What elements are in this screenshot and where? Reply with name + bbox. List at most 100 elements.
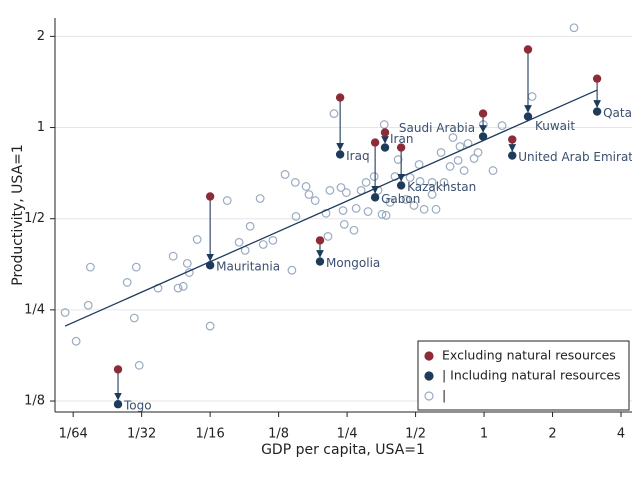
point xyxy=(508,135,517,144)
y-tick-label: 1/8 xyxy=(24,394,45,409)
point xyxy=(113,400,123,409)
legend-label: | xyxy=(442,388,446,403)
y-axis-label: Productivity, USA=1 xyxy=(10,144,26,286)
x-tick-label: 1/2 xyxy=(405,427,426,442)
point xyxy=(310,196,320,205)
point xyxy=(393,155,403,164)
point xyxy=(323,232,333,241)
point xyxy=(592,74,602,83)
point xyxy=(321,208,331,218)
point xyxy=(205,261,215,270)
x-tick-label: 2 xyxy=(548,427,556,442)
y-tick-label: 1 xyxy=(37,120,45,135)
point-label: Kazakhstan xyxy=(407,180,476,194)
point xyxy=(436,148,446,157)
x-tick-label: 1 xyxy=(480,427,488,442)
x-tick-label: 1/16 xyxy=(196,427,225,442)
point xyxy=(173,283,183,293)
x-tick-label: 1/4 xyxy=(337,427,358,442)
point xyxy=(363,207,373,216)
point xyxy=(380,128,390,137)
point-label: Togo xyxy=(123,399,152,413)
point xyxy=(415,176,425,186)
point xyxy=(592,107,602,116)
point xyxy=(287,265,297,275)
point xyxy=(335,150,345,159)
legend-label: | Including natural resources xyxy=(442,368,621,383)
legend-marker xyxy=(424,351,434,361)
point xyxy=(351,203,361,213)
point xyxy=(396,181,406,190)
point xyxy=(60,308,70,317)
point-label: United Arab Emirates xyxy=(518,150,640,164)
point xyxy=(431,204,441,214)
legend-box xyxy=(417,340,630,411)
point xyxy=(301,182,311,191)
x-axis-label: GDP per capita, USA=1 xyxy=(261,442,425,458)
point xyxy=(469,154,479,163)
legend-label: Excluding natural resources xyxy=(442,348,616,363)
point-label: Qatar xyxy=(603,106,637,120)
point xyxy=(369,172,379,181)
point xyxy=(222,196,232,205)
point-label: Iraq xyxy=(346,149,369,163)
point xyxy=(396,143,406,152)
point xyxy=(379,120,389,129)
point xyxy=(569,23,579,33)
point xyxy=(349,225,359,235)
point xyxy=(192,235,202,244)
point xyxy=(178,281,188,291)
point xyxy=(85,262,95,272)
point xyxy=(258,240,268,249)
fit-line xyxy=(64,89,598,327)
point xyxy=(134,360,144,370)
point xyxy=(341,188,351,197)
point xyxy=(268,235,278,245)
point-label: Mongolia xyxy=(326,256,380,270)
point-label: Gabon xyxy=(381,192,420,206)
point xyxy=(370,193,380,202)
point xyxy=(497,121,507,130)
point xyxy=(414,160,424,169)
point xyxy=(245,221,255,231)
point xyxy=(71,336,81,346)
point xyxy=(255,194,265,203)
point xyxy=(527,92,537,101)
point xyxy=(131,262,141,272)
point xyxy=(290,177,300,187)
point xyxy=(122,278,132,287)
point-label: Iran xyxy=(390,132,413,146)
point xyxy=(381,210,391,220)
x-tick-label: 1/64 xyxy=(59,427,88,442)
point xyxy=(168,251,178,261)
point xyxy=(329,109,339,118)
point xyxy=(113,365,123,374)
point xyxy=(315,236,325,245)
legend-marker xyxy=(424,371,434,381)
point xyxy=(445,162,455,171)
point xyxy=(280,170,290,179)
point xyxy=(523,45,533,54)
point xyxy=(427,177,437,187)
legend-marker xyxy=(424,391,434,401)
point xyxy=(338,206,348,215)
point xyxy=(453,155,463,165)
point xyxy=(473,148,483,157)
point xyxy=(385,198,395,207)
point xyxy=(83,300,93,310)
point xyxy=(315,257,325,266)
point xyxy=(304,190,314,199)
point xyxy=(336,183,346,192)
point xyxy=(361,177,371,187)
point xyxy=(448,133,458,142)
point xyxy=(401,195,411,204)
point xyxy=(205,192,215,201)
point xyxy=(409,201,419,210)
point xyxy=(419,204,429,214)
point xyxy=(377,209,387,219)
point xyxy=(182,258,192,268)
point-label: Mauritania xyxy=(216,260,280,274)
point xyxy=(325,186,335,195)
point xyxy=(478,132,488,141)
